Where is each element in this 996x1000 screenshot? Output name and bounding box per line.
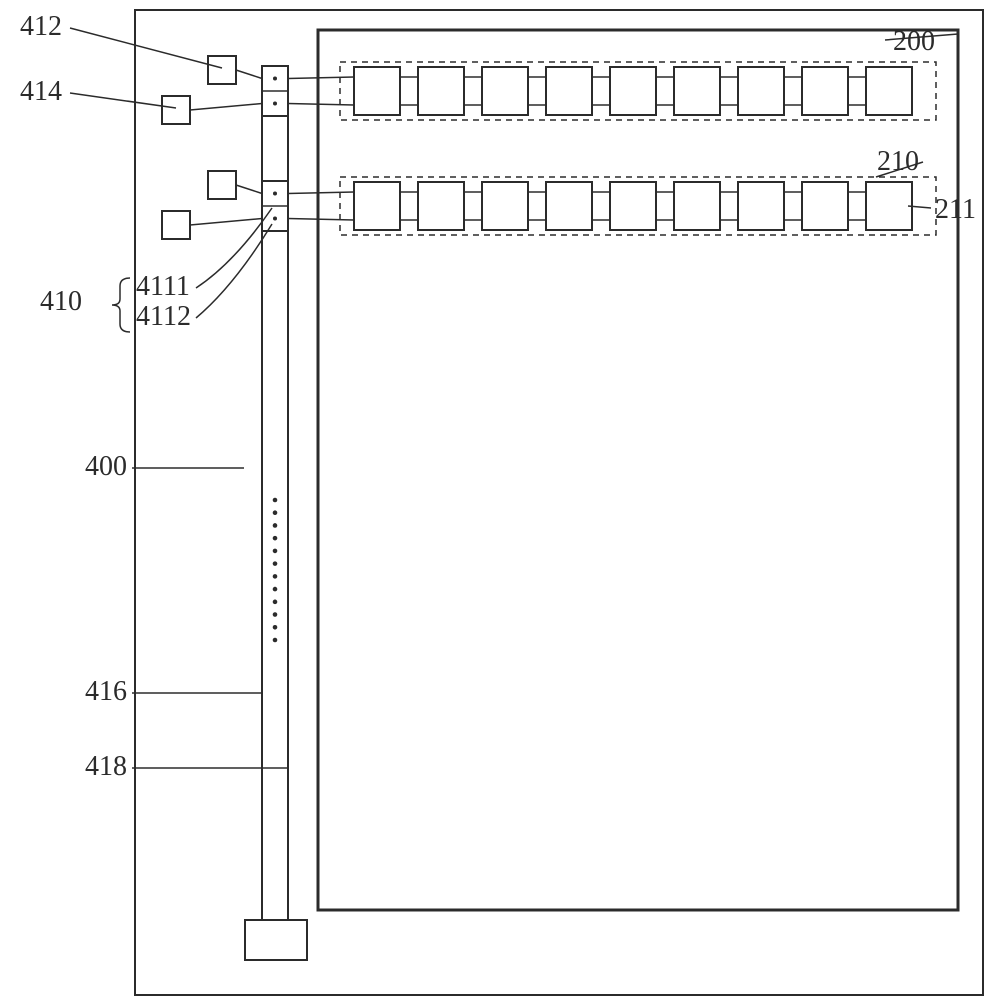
row-0-cell-6 — [738, 67, 784, 115]
row-0-switch-to-row-top — [288, 77, 354, 79]
row-1-cell-1 — [418, 182, 464, 230]
row-1-cell-5 — [674, 182, 720, 230]
label-410: 410 — [40, 286, 82, 317]
row-0-dashed-box — [340, 62, 936, 120]
row-1-cell-4 — [610, 182, 656, 230]
row-1-ext-top — [208, 171, 236, 199]
row-0-cell-8 — [866, 67, 912, 115]
row-1-switch-to-row-top — [288, 192, 354, 194]
leader-4111 — [196, 208, 272, 288]
row-0-switch-dot-bottom — [273, 102, 277, 106]
row-1-ext-top-wire — [236, 185, 262, 194]
label-412: 412 — [20, 11, 62, 42]
label-414: 414 — [20, 76, 62, 107]
ellipsis-dot-6 — [273, 574, 278, 579]
label-418: 418 — [85, 751, 127, 782]
row-1-cell-2 — [482, 182, 528, 230]
leader-412 — [70, 28, 222, 68]
ellipsis-dot-3 — [273, 536, 278, 541]
label-4112: 4112 — [136, 301, 191, 332]
row-1-ext-bottom — [162, 211, 190, 239]
row-0-cell-7 — [802, 67, 848, 115]
ellipsis-dot-1 — [273, 510, 278, 515]
row-0-cell-2 — [482, 67, 528, 115]
ellipsis-dot-9 — [273, 612, 278, 617]
label-416: 416 — [85, 676, 127, 707]
label-400: 400 — [85, 451, 127, 482]
row-1-cell-3 — [546, 182, 592, 230]
ellipsis-dot-7 — [273, 587, 278, 592]
diagram-canvas: 412 414 200 210 211 410 41114112 400 416 418 — [0, 0, 996, 1000]
row-0-switch-dot-top — [273, 77, 277, 81]
row-1-switch-dot-bottom — [273, 217, 277, 221]
row-0-cell-5 — [674, 67, 720, 115]
leader-414 — [70, 93, 176, 108]
row-0-ext-top — [208, 56, 236, 84]
ellipsis-dot-0 — [273, 498, 278, 503]
ellipsis-dot-8 — [273, 600, 278, 605]
label-210: 210 — [877, 146, 919, 177]
row-0-cell-3 — [546, 67, 592, 115]
row-1-switch-to-row-bottom — [288, 219, 354, 221]
row-1-cell-8 — [866, 182, 912, 230]
ellipsis-dot-10 — [273, 625, 278, 630]
row-1-cell-6 — [738, 182, 784, 230]
label-4111: 4111 — [136, 271, 190, 302]
leader-4112 — [196, 224, 272, 318]
row-0-ext-bottom-wire — [190, 104, 262, 111]
row-0-switch-to-row-bottom — [288, 104, 354, 106]
inner-frame — [318, 30, 958, 910]
ellipsis-dot-11 — [273, 638, 278, 643]
row-0-cell-0 — [354, 67, 400, 115]
row-0-ext-top-wire — [236, 70, 262, 79]
label-211: 211 — [935, 194, 976, 225]
brace-410 — [112, 278, 130, 332]
ellipsis-dot-2 — [273, 523, 278, 528]
label-200: 200 — [893, 26, 935, 57]
row-1-switch-dot-top — [273, 192, 277, 196]
row-1-dashed-box — [340, 177, 936, 235]
bottom-block — [245, 920, 307, 960]
ellipsis-dot-5 — [273, 561, 278, 566]
row-0-cell-1 — [418, 67, 464, 115]
row-1-ext-bottom-wire — [190, 219, 262, 226]
row-0-cell-4 — [610, 67, 656, 115]
row-0-ext-bottom — [162, 96, 190, 124]
row-1-cell-0 — [354, 182, 400, 230]
row-1-cell-7 — [802, 182, 848, 230]
ellipsis-dot-4 — [273, 549, 278, 554]
